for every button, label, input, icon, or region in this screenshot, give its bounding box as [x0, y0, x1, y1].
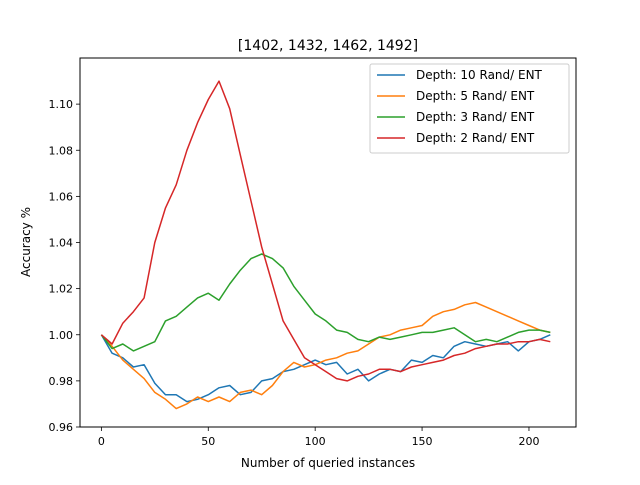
x-tick-label: 200 — [518, 435, 539, 448]
chart-title: [1402, 1432, 1462, 1492] — [238, 38, 418, 54]
y-tick-label: 0.96 — [49, 421, 74, 434]
y-axis-ticks: 0.96 0.98 1.00 1.02 1.04 1.06 1.08 1.10 — [49, 98, 80, 434]
legend-items: Depth: 10 Rand/ ENT Depth: 5 Rand/ ENT Dep… — [377, 68, 543, 145]
x-axis-ticks: 0 50 100 150 200 — [98, 427, 539, 448]
y-tick-label: 1.10 — [49, 98, 74, 111]
y-tick-label: 1.04 — [49, 237, 74, 250]
y-tick-label: 1.06 — [49, 190, 74, 203]
x-axis-label: Number of queried instances — [241, 456, 415, 470]
series-line-1 — [100, 334, 551, 403]
x-tick-label: 50 — [201, 435, 215, 448]
series-line-4 — [100, 80, 551, 382]
legend-label-1: Depth: 10 Rand/ ENT — [416, 68, 543, 82]
plot-frame — [79, 57, 577, 428]
series-line-3 — [100, 253, 551, 352]
y-axis-label: Accuracy % — [19, 207, 33, 277]
legend-label-4: Depth: 2 Rand/ ENT — [416, 131, 535, 145]
y-tick-label: 1.00 — [49, 329, 74, 342]
x-tick-label: 150 — [412, 435, 433, 448]
legend-label-2: Depth: 5 Rand/ ENT — [416, 89, 535, 103]
x-tick-label: 100 — [305, 435, 326, 448]
series-layer — [100, 80, 551, 410]
legend: Depth: 10 Rand/ ENT Depth: 5 Rand/ ENT Dep… — [369, 63, 570, 154]
y-tick-label: 1.08 — [49, 144, 74, 157]
legend-label-3: Depth: 3 Rand/ ENT — [416, 110, 535, 124]
y-tick-label: 1.02 — [49, 283, 74, 296]
legend-box — [369, 63, 570, 154]
x-tick-label: 0 — [98, 435, 105, 448]
series-line-2 — [100, 301, 551, 410]
y-tick-label: 0.98 — [49, 375, 74, 388]
